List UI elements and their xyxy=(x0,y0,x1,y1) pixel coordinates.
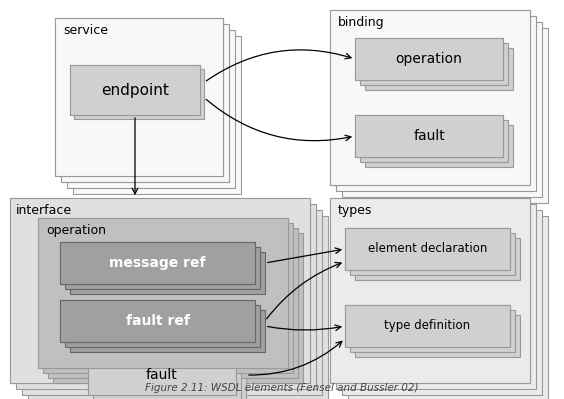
Bar xyxy=(60,300,255,342)
Bar xyxy=(70,65,200,115)
Bar xyxy=(345,228,510,270)
Bar xyxy=(355,38,503,80)
Bar xyxy=(355,238,520,280)
Bar xyxy=(16,204,316,389)
Bar xyxy=(330,10,530,185)
Bar xyxy=(65,305,260,347)
Bar xyxy=(360,43,508,85)
Bar xyxy=(74,69,204,119)
Bar xyxy=(345,305,510,347)
Bar xyxy=(60,242,255,284)
Bar xyxy=(330,10,530,185)
Text: operation: operation xyxy=(46,224,106,237)
Bar xyxy=(70,310,265,352)
Bar xyxy=(55,18,223,176)
Bar xyxy=(48,228,298,378)
Bar xyxy=(342,22,542,197)
Bar xyxy=(28,216,328,399)
Bar xyxy=(98,365,246,399)
Text: type definition: type definition xyxy=(385,320,470,332)
Text: interface: interface xyxy=(16,204,72,217)
Bar xyxy=(43,223,293,373)
Bar xyxy=(348,216,548,399)
Bar xyxy=(88,355,236,395)
Bar xyxy=(88,355,236,395)
Bar xyxy=(10,198,310,383)
Text: element declaration: element declaration xyxy=(368,243,487,255)
Bar xyxy=(365,125,513,167)
Bar xyxy=(330,198,530,383)
Bar xyxy=(67,30,235,188)
Text: message ref: message ref xyxy=(109,256,206,270)
Bar xyxy=(360,120,508,162)
Bar xyxy=(336,16,536,191)
Bar xyxy=(365,48,513,90)
Bar xyxy=(345,228,510,270)
Bar xyxy=(336,204,536,389)
Bar xyxy=(10,198,310,383)
Bar xyxy=(355,38,503,80)
Bar xyxy=(70,252,265,294)
Bar xyxy=(342,210,542,395)
Bar xyxy=(93,360,241,399)
Bar xyxy=(60,300,255,342)
Bar xyxy=(355,315,520,357)
Bar xyxy=(38,218,288,368)
Bar xyxy=(55,18,223,176)
Text: fault: fault xyxy=(146,368,178,382)
Bar xyxy=(38,218,288,368)
Bar xyxy=(61,24,229,182)
Bar xyxy=(22,210,322,395)
Text: Figure 2.11: WSDL elements (Fensel and Bussler 02): Figure 2.11: WSDL elements (Fensel and B… xyxy=(146,383,418,393)
Bar xyxy=(53,233,303,383)
Text: endpoint: endpoint xyxy=(101,83,169,97)
Bar xyxy=(65,247,260,289)
Bar xyxy=(355,115,503,157)
Bar xyxy=(350,233,515,275)
Text: types: types xyxy=(338,204,372,217)
Bar xyxy=(73,36,241,194)
Bar xyxy=(70,65,200,115)
Bar xyxy=(350,310,515,352)
Text: fault: fault xyxy=(413,129,445,143)
Bar xyxy=(355,115,503,157)
Bar xyxy=(345,305,510,347)
Bar xyxy=(348,28,548,203)
Bar xyxy=(60,242,255,284)
Text: operation: operation xyxy=(395,52,462,66)
Text: binding: binding xyxy=(338,16,385,29)
Text: service: service xyxy=(63,24,108,37)
Text: fault ref: fault ref xyxy=(126,314,190,328)
Bar xyxy=(330,198,530,383)
